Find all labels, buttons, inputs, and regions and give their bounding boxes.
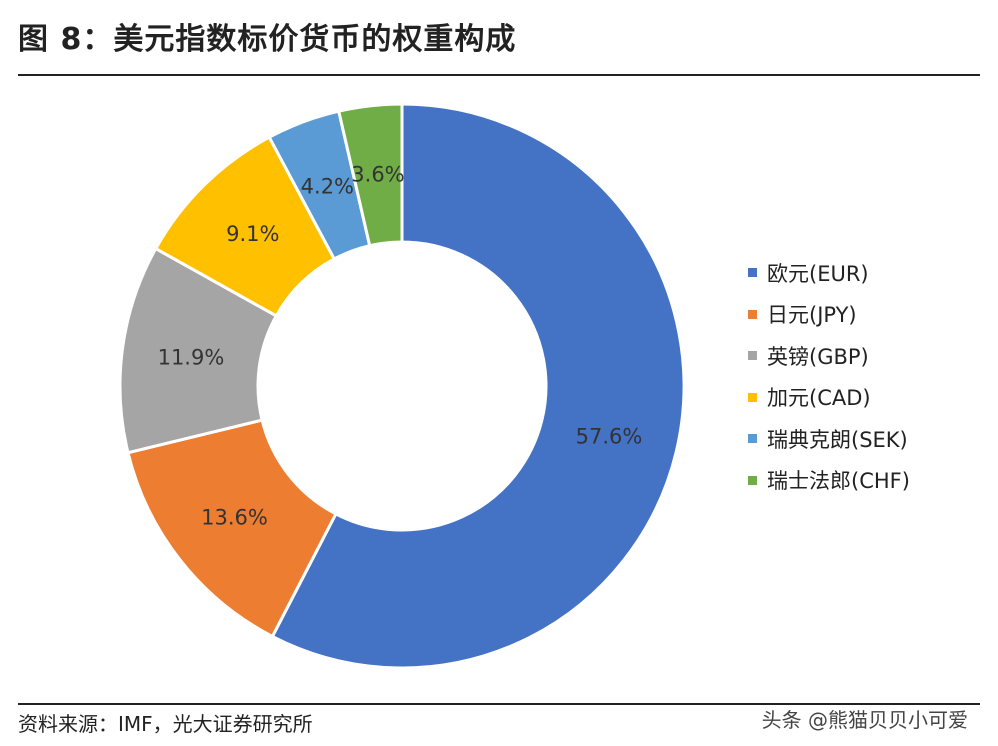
chart-legend: 欧元(EUR) 日元(JPY) 英镑(GBP) 加元(CAD) 瑞典克朗(SEK) 瑞士法… <box>748 252 910 501</box>
slice-label-4: 4.2% <box>301 175 354 199</box>
source-note: 资料来源：IMF，光大证券研究所 <box>18 712 313 736</box>
slice-label-1: 13.6% <box>201 506 268 530</box>
legend-swatch-3 <box>748 392 757 402</box>
slice-label-0: 57.6% <box>576 424 643 448</box>
bottom-divider <box>18 703 980 705</box>
legend-item-1: 日元(JPY) <box>748 294 910 336</box>
legend-swatch-2 <box>748 351 757 361</box>
legend-label-2: 英镑(GBP) <box>767 344 869 369</box>
legend-item-2: 英镑(GBP) <box>748 335 910 377</box>
legend-label-4: 瑞典克朗(SEK) <box>767 427 908 452</box>
legend-label-1: 日元(JPY) <box>767 303 857 328</box>
legend-item-0: 欧元(EUR) <box>748 252 910 294</box>
slice-5 <box>336 102 404 248</box>
legend-label-3: 加元(CAD) <box>767 386 871 411</box>
top-divider <box>18 74 980 76</box>
legend-item-3: 加元(CAD) <box>748 377 910 419</box>
slice-1 <box>126 418 338 639</box>
legend-swatch-4 <box>748 434 757 444</box>
legend-label-0: 欧元(EUR) <box>767 261 869 286</box>
legend-swatch-0 <box>748 268 757 278</box>
legend-swatch-5 <box>748 475 757 485</box>
slice-label-2: 11.9% <box>158 345 225 369</box>
chart-title: 图 8：美元指数标价货币的权重构成 <box>18 22 517 57</box>
slice-0 <box>270 102 686 670</box>
legend-swatch-1 <box>748 309 757 319</box>
slice-2 <box>118 246 279 455</box>
legend-item-4: 瑞典克朗(SEK) <box>748 418 910 460</box>
watermark: 头条 @熊猫贝贝小可爱 <box>761 708 968 732</box>
slice-label-3: 9.1% <box>226 222 279 246</box>
legend-item-5: 瑞士法郎(CHF) <box>748 460 910 502</box>
legend-label-5: 瑞士法郎(CHF) <box>767 469 910 494</box>
slice-label-5: 3.6% <box>351 162 404 186</box>
